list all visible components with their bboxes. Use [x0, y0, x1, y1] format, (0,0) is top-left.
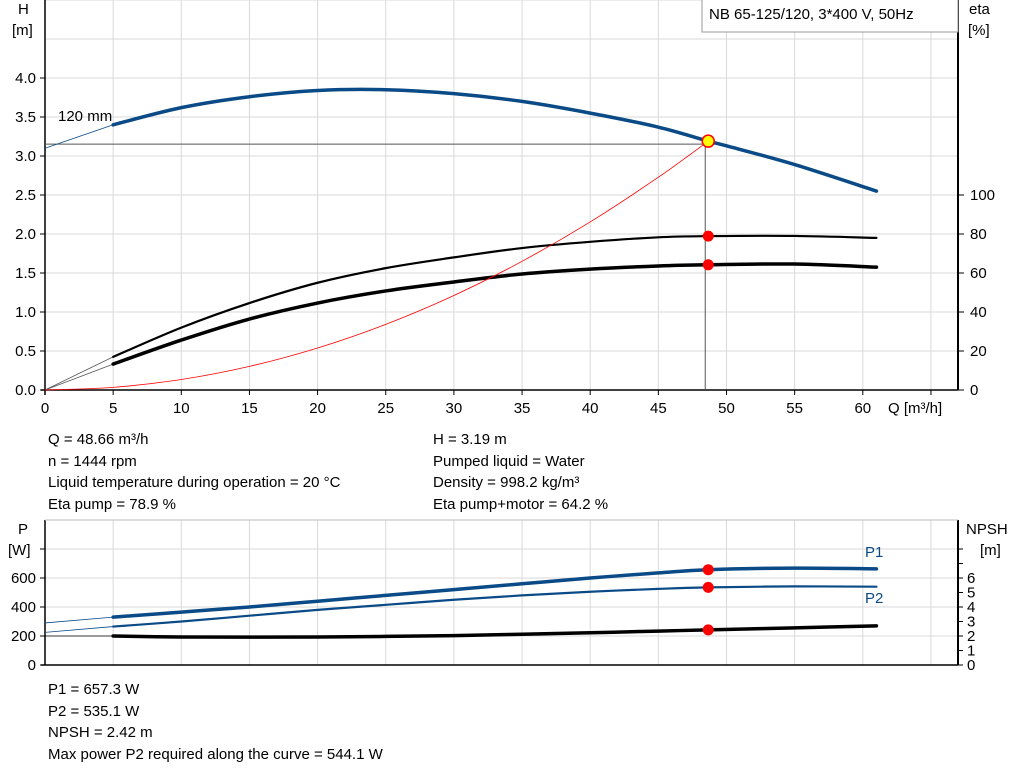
p1-curve — [111, 566, 879, 619]
p2-extension — [44, 626, 114, 633]
x-tick-label: 45 — [650, 400, 667, 417]
info-density: Density = 998.2 kg/m³ — [433, 474, 580, 491]
y-tick-label: 0 — [28, 657, 36, 674]
eta_pump_motor-curve — [111, 262, 879, 366]
npsh-curve — [111, 624, 879, 639]
info-liquid: Pumped liquid = Water — [433, 452, 585, 470]
y2-tick-label: 0 — [970, 382, 978, 399]
x-tick-label: 0 — [41, 400, 49, 417]
x-axis-label: Q [m³/h] — [888, 400, 942, 417]
y2-tick-label: 100 — [970, 187, 995, 204]
p1-label: P1 — [865, 544, 883, 561]
y2-tick-label: 2 — [967, 628, 975, 645]
eta-pump-motor-duty-marker — [702, 259, 714, 271]
head-curve — [111, 87, 879, 193]
y2-tick-label: 5 — [967, 585, 975, 602]
npsh-duty-marker — [702, 624, 714, 636]
y2-tick-label: 80 — [970, 226, 987, 243]
p2-curve — [112, 585, 878, 628]
title-box — [701, 0, 959, 33]
eta_pump-extension — [44, 356, 114, 391]
y2-axis-label: NPSH — [966, 521, 1008, 538]
y-axis-unit: [m] — [12, 22, 33, 39]
y2-tick-label: 1 — [967, 643, 975, 660]
y2-tick-label: 60 — [970, 265, 987, 282]
x-tick-label: 55 — [786, 400, 803, 417]
y2-tick-label: 6 — [967, 570, 975, 587]
head-efficiency-chart: 0.0 0.5 1.0 1.5 2.0 2.5 3.0 3.5 4.0 0 5 10 15 20 25 30 3… — [12, 0, 995, 417]
x-tick-label: 50 — [718, 400, 735, 417]
p1-duty-marker — [702, 564, 714, 576]
y-tick-label: 2.0 — [15, 226, 36, 243]
y2-tick-label: 40 — [970, 304, 987, 321]
chart-title: NB 65-125/120, 3*400 V, 50Hz — [709, 6, 914, 23]
y-tick-label: 3.5 — [15, 109, 36, 126]
p2-duty-marker — [702, 581, 714, 593]
x-tick-label: 60 — [854, 400, 871, 417]
x-tick-label: 40 — [582, 400, 599, 417]
x-tick-label: 20 — [309, 400, 326, 417]
x-tick-label: 35 — [514, 400, 531, 417]
y-tick-label: 3.0 — [15, 148, 36, 165]
head-label: 120 mm — [58, 108, 112, 125]
power-info: P1 = 657.3 W P2 = 535.1 W NPSH = 2.42 m … — [48, 679, 383, 765]
y-tick-label: 600 — [11, 570, 36, 587]
x-tick-label: 30 — [446, 400, 463, 417]
y2-tick-label: 0 — [967, 657, 975, 674]
duty-info-left: Q = 48.66 m³/h n = 1444 rpm Liquid tempe… — [48, 429, 340, 515]
info-flow: Q = 48.66 m³/h — [48, 431, 149, 448]
y-tick-label: 1.5 — [15, 265, 36, 282]
duty-info-right: H = 3.19 m Pumped liquid = Water Density… — [433, 429, 608, 515]
eta_pump-curve — [112, 234, 878, 358]
info-p2: P2 = 535.1 W — [48, 702, 140, 720]
y-tick-label: 200 — [11, 628, 36, 645]
info-npsh: NPSH = 2.42 m — [48, 724, 153, 741]
y2-tick-label: 4 — [967, 599, 975, 616]
x-tick-label: 5 — [109, 400, 117, 417]
eta-pump-duty-marker — [702, 230, 714, 242]
info-temperature: Liquid temperature during operation = 20… — [48, 474, 341, 491]
x-tick-label: 15 — [241, 400, 258, 417]
y-tick-label: 1.0 — [15, 304, 36, 321]
p2-label: P2 — [865, 590, 883, 607]
y2-axis-unit: [m] — [980, 542, 1001, 559]
info-eta-pump-motor: Eta pump+motor = 64.2 % — [433, 495, 609, 513]
info-max-p2: Max power P2 required along the curve = … — [48, 745, 383, 763]
eta_pump_motor-extension — [44, 363, 114, 391]
y2-tick-label: 20 — [970, 343, 987, 360]
y2-tick-label: 3 — [967, 614, 975, 631]
p1-extension — [44, 616, 114, 624]
info-head: H = 3.19 m — [433, 431, 507, 448]
y2-axis-label: eta — [969, 1, 991, 18]
y-tick-label: 0.0 — [15, 382, 36, 399]
head-extension — [44, 124, 114, 149]
x-tick-label: 25 — [377, 400, 394, 417]
y-axis-unit: [W] — [8, 542, 31, 559]
y-axis-label: P — [18, 521, 28, 538]
y-tick-label: 400 — [11, 599, 36, 616]
x-tick-label: 10 — [173, 400, 190, 417]
y-tick-label: 0.5 — [15, 343, 36, 360]
system_curve-curve — [44, 140, 709, 391]
info-eta-pump: Eta pump = 78.9 % — [48, 495, 176, 513]
y-axis-label: H — [18, 1, 29, 18]
y-tick-label: 2.5 — [15, 187, 36, 204]
y2-axis-unit: [%] — [968, 22, 990, 39]
info-p1: P1 = 657.3 W — [48, 681, 140, 698]
info-speed: n = 1444 rpm — [48, 452, 137, 470]
duty-point-marker — [701, 134, 715, 148]
y-tick-label: 4.0 — [15, 70, 36, 87]
